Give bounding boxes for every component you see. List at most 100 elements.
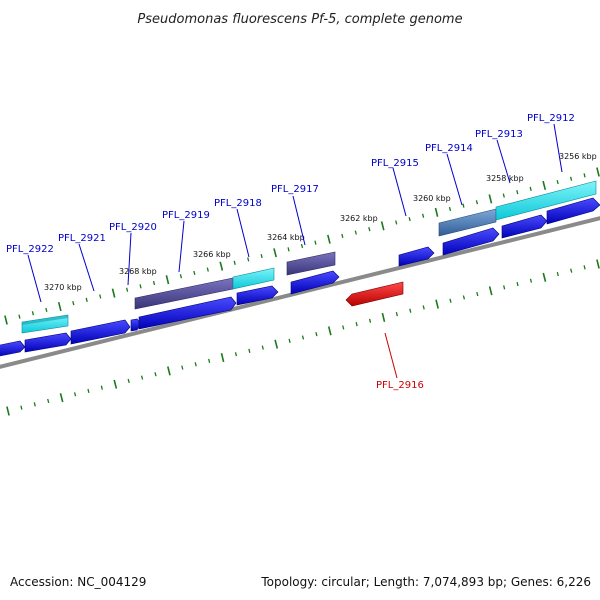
gene-arrow-forward[interactable] <box>501 214 548 239</box>
scale-tick-major <box>434 207 439 217</box>
gene-arrow-forward[interactable] <box>290 270 340 295</box>
scale-tick-minor <box>18 314 21 319</box>
callout-line <box>446 153 463 206</box>
scale-tick-minor <box>33 402 36 407</box>
scale-tick-major <box>165 275 170 285</box>
scale-tick-minor <box>529 278 533 283</box>
gene-arrow-forward[interactable] <box>398 246 435 267</box>
callout-line <box>392 167 407 217</box>
callout-line <box>27 254 42 303</box>
callout-line <box>384 332 398 379</box>
scale-tick-minor <box>315 332 318 337</box>
scale-tick-minor <box>448 206 452 212</box>
scale-tick-minor <box>47 398 50 404</box>
gene-label-pfl-2920[interactable]: PFL_2920 <box>109 222 157 233</box>
scale-tick-minor <box>516 281 519 287</box>
scale-tick-major <box>327 326 332 336</box>
gene-arrow-forward[interactable] <box>442 227 500 256</box>
gene-arrow-reverse[interactable] <box>345 281 404 307</box>
scale-tick-minor <box>570 268 573 273</box>
map-title: Pseudomonas fluorescens Pf-5, complete g… <box>137 12 462 27</box>
feature-block-cyan-top <box>22 315 68 325</box>
scale-tick-minor <box>45 307 48 312</box>
scale-tick-minor <box>20 405 23 410</box>
scale-tick-minor <box>395 220 398 225</box>
gene-arrow-forward[interactable] <box>24 332 72 353</box>
gene-label-pfl-2919[interactable]: PFL_2919 <box>162 210 210 221</box>
scale-tick-minor <box>300 243 304 249</box>
gene-label-pfl-2913[interactable]: PFL_2913 <box>475 129 523 140</box>
callout-line <box>236 208 250 258</box>
forward-genes <box>0 197 600 357</box>
gene-arrow-forward[interactable] <box>138 296 237 330</box>
gene-arrow-forward[interactable] <box>70 319 131 345</box>
feature-block-cyan <box>232 267 275 290</box>
scale-tick-minor <box>301 335 305 340</box>
scale-tick-major <box>220 353 225 363</box>
gene-arrow-forward[interactable] <box>0 340 26 357</box>
scale-tick-minor <box>287 247 290 252</box>
scale-tick-minor <box>261 345 264 350</box>
reverse-genes <box>345 281 404 307</box>
scale-tick-minor <box>583 173 586 178</box>
scale-tick-minor <box>475 200 479 205</box>
feature-block-cyan <box>495 180 597 221</box>
gene-arrow-forward[interactable] <box>546 197 600 225</box>
scale-label: 3270 kbp <box>44 283 82 292</box>
gene-label-pfl-2912[interactable]: PFL_2912 <box>527 113 575 124</box>
scale-tick-minor <box>152 280 156 286</box>
gene-label-pfl-2922[interactable]: PFL_2922 <box>6 244 54 255</box>
topology-text: Topology: circular; Length: 7,074,893 bp… <box>260 575 591 589</box>
scale-tick-minor <box>193 270 196 275</box>
scale-tick-major <box>57 302 62 312</box>
callout-line <box>127 232 132 286</box>
scale-tick-minor <box>233 260 236 265</box>
scale-tick-minor <box>529 186 532 191</box>
callout-lines <box>27 123 563 379</box>
gene-label-pfl-2914[interactable]: PFL_2914 <box>425 143 473 154</box>
scale-tick-major <box>6 406 10 416</box>
gene-label-pfl-2918[interactable]: PFL_2918 <box>214 198 262 209</box>
scale-tick-minor <box>288 338 291 343</box>
scale-tick-minor <box>99 294 102 299</box>
scale-tick-minor <box>583 265 586 270</box>
scale-tick-major <box>596 259 600 269</box>
scale-tick-minor <box>449 298 452 303</box>
scale-label: 3266 kbp <box>193 250 231 259</box>
scale-tick-minor <box>409 308 412 313</box>
scale-tick-major <box>542 272 547 282</box>
scale-tick-minor <box>421 213 425 218</box>
gene-label-pfl-2921[interactable]: PFL_2921 <box>58 233 106 244</box>
callout-line <box>553 123 563 173</box>
scale-tick-major <box>273 248 277 258</box>
scale-tick-major <box>327 234 331 244</box>
scale-label: 3258 kbp <box>486 174 524 183</box>
scale-tick-minor <box>85 297 88 302</box>
scale-tick-minor <box>248 348 251 353</box>
scale-tick-minor <box>556 180 559 185</box>
scale-tick-minor <box>342 325 345 330</box>
scale-tick-minor <box>194 362 197 367</box>
scale-tick-minor <box>395 312 398 317</box>
scale-tick-minor <box>569 176 573 181</box>
scale-label: 3268 kbp <box>119 267 157 276</box>
callout-line <box>178 220 185 273</box>
callout-line <box>78 243 95 292</box>
scale-tick-major <box>113 379 118 389</box>
gene-label-pfl-2917[interactable]: PFL_2917 <box>271 184 319 195</box>
scale-tick-minor <box>314 240 317 245</box>
gene-arrow-forward[interactable] <box>236 285 279 306</box>
scale-tick-major <box>488 286 493 296</box>
gene-label-pfl-2916[interactable]: PFL_2916 <box>376 380 424 391</box>
scale-label: 3260 kbp <box>413 194 451 203</box>
scale-ticks-upper <box>4 167 600 325</box>
genome-backbone <box>0 216 600 369</box>
scale-label: 3262 kbp <box>340 214 378 223</box>
scale-tick-minor <box>341 233 344 238</box>
scale-tick-minor <box>73 392 77 397</box>
scale-tick-minor <box>140 375 144 380</box>
gene-label-pfl-2915[interactable]: PFL_2915 <box>371 158 419 169</box>
scale-tick-minor <box>234 352 238 357</box>
scale-tick-major <box>59 393 64 403</box>
